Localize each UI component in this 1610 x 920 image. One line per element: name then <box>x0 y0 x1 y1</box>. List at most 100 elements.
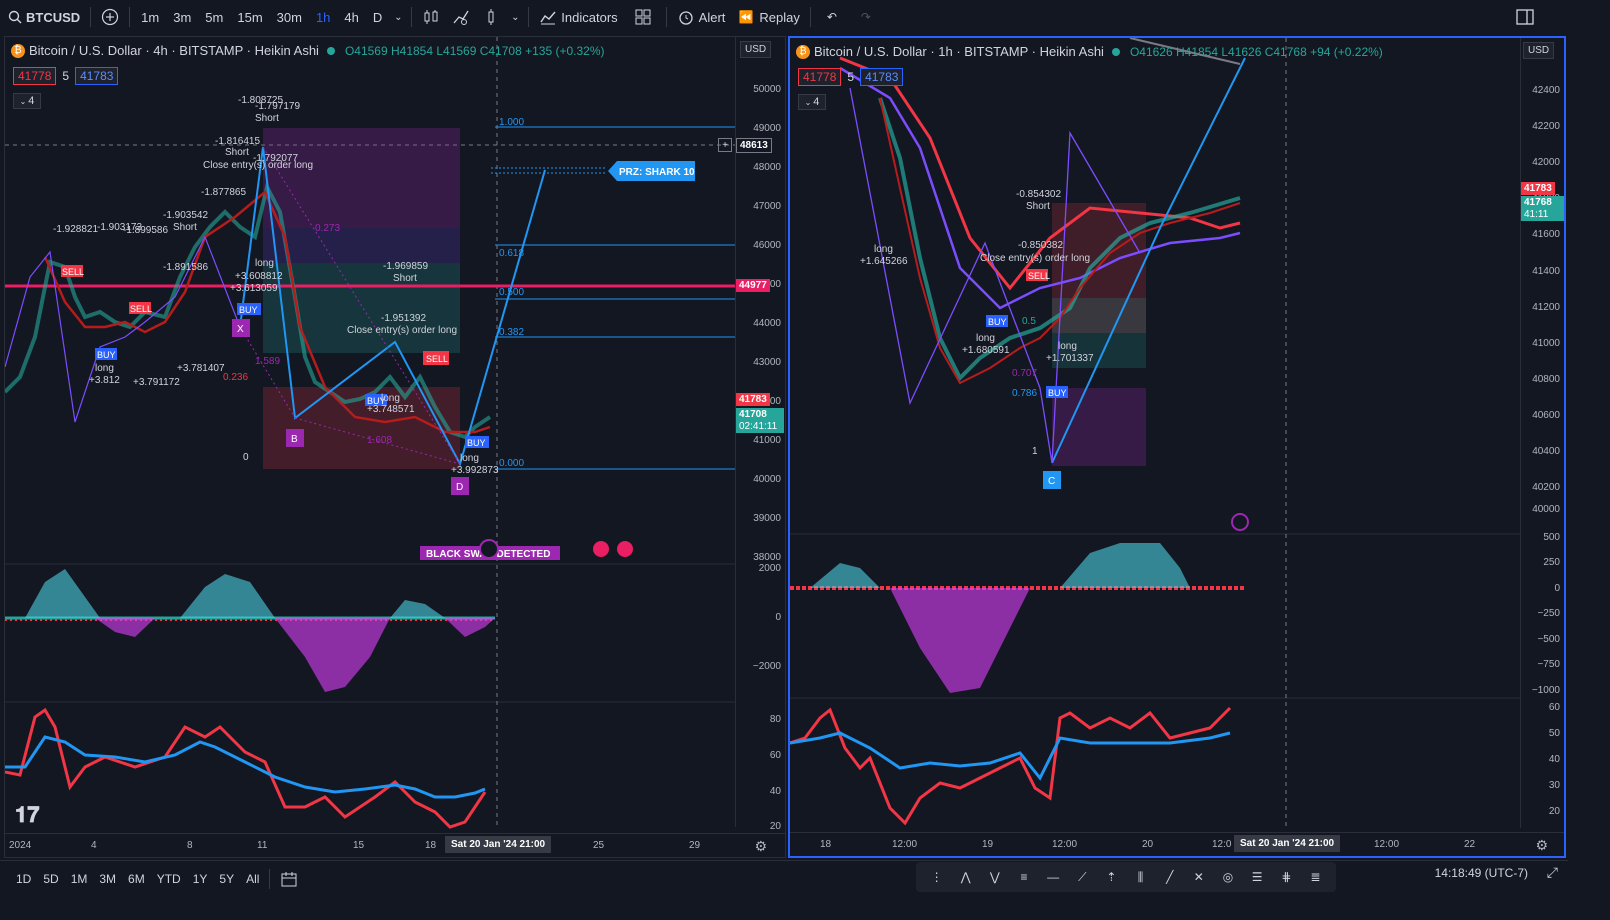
calendar-icon[interactable] <box>280 870 298 888</box>
rewind-icon: ⏪ <box>738 10 754 24</box>
range-all[interactable]: All <box>246 871 260 886</box>
menu-icon[interactable]: ≣ <box>1310 870 1321 884</box>
time-axis[interactable]: 2024 4 8 11 15 18 25 29 Sat 20 Jan '24 2… <box>5 833 785 857</box>
abcd-tool-icon[interactable]: ⋁ <box>989 870 1000 884</box>
range-1d[interactable]: 1D <box>16 871 32 886</box>
timeframe-d[interactable]: D <box>372 9 383 25</box>
volume-profile-icon[interactable]: ⫼ <box>1137 869 1144 884</box>
replay-label: Replay <box>759 9 800 25</box>
chart-canvas-4h[interactable]: 1.000 0.618 0.500 0.382 0.000 X B D SELL… <box>5 37 786 858</box>
timeframe-1m[interactable]: 1m <box>141 9 160 25</box>
chart-type-icon[interactable] <box>482 8 500 26</box>
timeframe-1h[interactable]: 1h <box>315 9 331 25</box>
price-axis[interactable]: USD 50000 49000 48000 47000 46000 45000 … <box>718 37 785 832</box>
cycle-icon[interactable]: ◎ <box>1222 870 1234 884</box>
compare-icon[interactable] <box>452 8 470 26</box>
trade-signals: SELL SELL SELL BUY BUY BUY BUY <box>61 265 489 448</box>
annotation-text: -1.816415 <box>215 136 260 147</box>
buy-label: BUY <box>1048 388 1067 398</box>
undo-icon[interactable]: ↶ <box>826 10 837 24</box>
layout-toggle-icon[interactable] <box>1516 8 1534 26</box>
last-price-tag: 41768 <box>1521 196 1564 209</box>
annotation-text: Close entry(s) order long <box>203 160 313 171</box>
time-tick: 15 <box>353 840 365 851</box>
bid-price[interactable]: 41778 <box>798 68 842 86</box>
timeframe-5m[interactable]: 5m <box>205 9 224 25</box>
maximize-icon[interactable]: ⤢ <box>1546 864 1558 880</box>
range-5y[interactable]: 5Y <box>219 871 235 886</box>
ask-price[interactable]: 41783 <box>75 67 119 85</box>
timeframe-3m[interactable]: 3m <box>173 9 192 25</box>
annotation-text: 0.5 <box>1022 316 1036 327</box>
bitcoin-icon: ₿ <box>796 44 810 59</box>
fib-tool-icon[interactable]: ≡ <box>1020 870 1028 884</box>
chart-pane-4h[interactable]: 1.000 0.618 0.500 0.382 0.000 X B D SELL… <box>4 36 786 858</box>
range-3m[interactable]: 3M <box>99 871 117 886</box>
range-1m[interactable]: 1M <box>70 871 88 886</box>
price-tick: 42200 <box>1532 121 1560 132</box>
timeframe-15m[interactable]: 15m <box>237 9 263 25</box>
candles-icon[interactable] <box>422 8 440 26</box>
currency-button[interactable]: USD <box>740 41 772 58</box>
indicator-collapse-button[interactable]: ⌄ 4 <box>13 93 41 109</box>
annotation-text: -1.903173 <box>97 222 142 233</box>
drawing-toolbar: ⋮ ⋀ ⋁ ≡ — ⟋ ⇡ ⫼ ╱ ✕ ◎ ☰ ⋕ ≣ <box>916 862 1336 892</box>
range-6m[interactable]: 6M <box>128 871 145 886</box>
svg-text:𝟏𝟕: 𝟏𝟕 <box>15 802 40 827</box>
range-ytd[interactable]: YTD <box>156 871 181 886</box>
gann-icon[interactable]: ⋕ <box>1281 870 1292 884</box>
range-5d[interactable]: 5D <box>43 871 59 886</box>
gear-icon[interactable]: ⚙ <box>754 838 767 854</box>
rsi-pane <box>5 707 487 829</box>
alert-button[interactable]: Alert <box>671 0 732 34</box>
price-axis[interactable]: USD 42400 42200 42000 41800 41600 41400 … <box>1520 38 1564 828</box>
replay-button[interactable]: ⏪ Replay <box>731 0 805 34</box>
compare-add-icon[interactable] <box>101 8 119 26</box>
time-axis[interactable]: 18 12:00 19 12:00 20 12:0 12:00 22 Sat 2… <box>790 832 1564 856</box>
range-1y[interactable]: 1Y <box>192 871 208 886</box>
annotation-text: +3.791172 <box>133 377 180 388</box>
fib-channel-icon[interactable]: ☰ <box>1251 870 1263 884</box>
fib-level-label: 0.618 <box>499 248 524 259</box>
annotation-text: long <box>1058 341 1077 352</box>
divider <box>90 7 92 27</box>
chart-pane-1h[interactable]: C BUY BUY SELL long +1.645266 -0.854302 … <box>788 36 1566 858</box>
gear-icon[interactable]: ⚙ <box>1535 837 1548 853</box>
layouts-icon[interactable] <box>634 8 652 26</box>
xabcd-icon[interactable]: ✕ <box>1193 870 1204 884</box>
drag-handle-icon[interactable]: ⋮ <box>930 870 943 884</box>
chevron-down-icon[interactable]: ⌄ <box>511 11 520 23</box>
annotation-text: +3.748571 <box>367 404 415 415</box>
chart-title: Bitcoin / U.S. Dollar · 4h · BITSTAMP · … <box>29 43 319 58</box>
chevron-down-icon[interactable]: ⌄ <box>394 11 403 23</box>
symbol-search[interactable]: BTCUSD <box>0 0 86 34</box>
time-tick: 25 <box>593 840 605 851</box>
pattern-tool-icon[interactable]: ⋀ <box>960 870 971 884</box>
spread: 5 <box>847 70 855 84</box>
indicators-button[interactable]: Indicators <box>533 0 623 34</box>
currency-button[interactable]: USD <box>1523 42 1555 59</box>
indicator-collapse-button[interactable]: ⌄ 4 <box>798 94 826 110</box>
bid-price[interactable]: 41778 <box>13 67 57 85</box>
trend-line-icon[interactable]: ⟋ <box>1078 869 1087 884</box>
horizontal-line-icon[interactable]: — <box>1047 870 1060 884</box>
redo-icon[interactable]: ↷ <box>860 10 871 24</box>
timeframe-30m[interactable]: 30m <box>276 9 302 25</box>
fib-level-label: 0.000 <box>499 458 524 469</box>
ray-icon[interactable]: ╱ <box>1166 870 1174 884</box>
annotation-text: 0.273 <box>315 223 340 234</box>
crosshair-time-tag: Sat 20 Jan '24 21:00 <box>445 836 552 853</box>
clock[interactable]: 14:18:49 (UTC-7) <box>1434 866 1528 880</box>
time-tick: 18 <box>425 840 437 851</box>
bar-countdown: 41:11 <box>1521 208 1564 221</box>
annotation-text: +3.613059 <box>230 283 278 294</box>
annotation-text: 1.589 <box>255 356 280 367</box>
add-alert-icon[interactable]: + <box>718 138 732 152</box>
annotation-text: long <box>874 244 893 255</box>
timeframe-4h[interactable]: 4h <box>344 9 359 25</box>
rsi-tick: 60 <box>1548 702 1560 713</box>
chart-canvas-1h[interactable]: C BUY BUY SELL long +1.645266 -0.854302 … <box>790 38 1564 856</box>
long-position-icon[interactable]: ⇡ <box>1106 870 1117 884</box>
price-tick: 41200 <box>1532 302 1560 313</box>
ask-price[interactable]: 41783 <box>860 68 904 86</box>
